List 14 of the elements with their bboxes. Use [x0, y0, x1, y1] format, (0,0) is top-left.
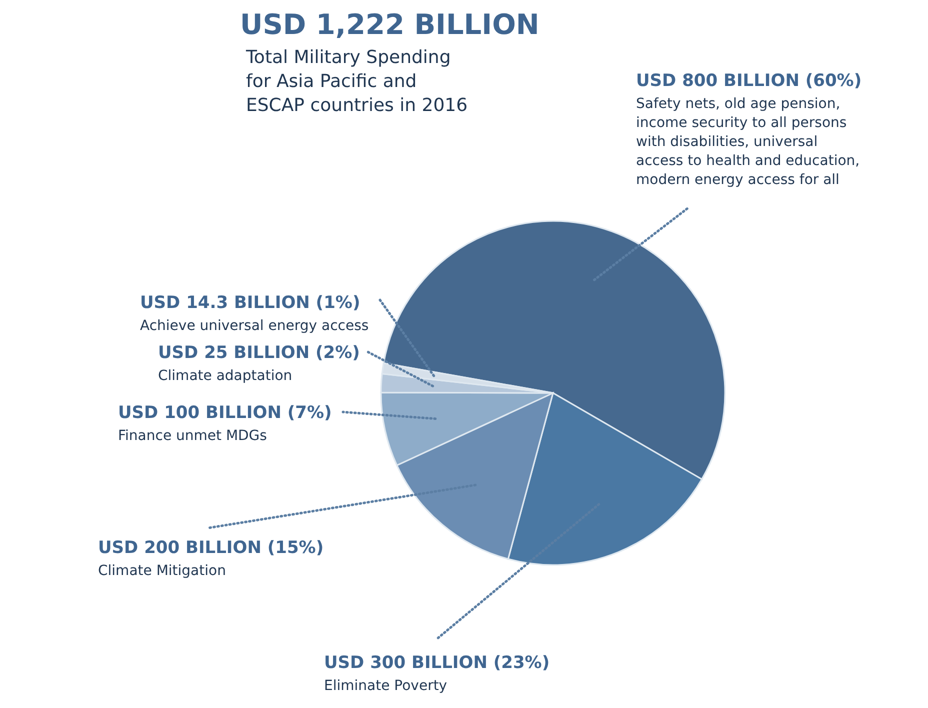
chart-subtitle: Total Military Spending for Asia Pacific and ESCAP countries in 2016: [246, 46, 468, 118]
slice-label: Climate adaptation: [158, 368, 292, 384]
slice-label: Climate Mitigation: [98, 563, 226, 579]
data-label: USD 25 BILLION (2%): [158, 343, 360, 363]
slice-label: Safety nets, old age pension, income security to all persons with disabilities, universal access to health and education, modern energy access for all: [636, 96, 860, 188]
data-label: USD 800 BILLION (60%): [636, 71, 862, 91]
chart-title: USD 1,222 BILLION: [240, 8, 540, 41]
data-label: USD 100 BILLION (7%): [118, 403, 332, 423]
data-label: USD 200 BILLION (15%): [98, 538, 324, 558]
data-label: USD 300 BILLION (23%): [324, 653, 550, 673]
data-label: USD 14.3 BILLION (1%): [140, 293, 360, 313]
slice-label: Achieve universal energy access: [140, 318, 369, 334]
slice-label: Eliminate Poverty: [324, 678, 448, 694]
slice-label: Finance unmet MDGs: [118, 428, 267, 444]
